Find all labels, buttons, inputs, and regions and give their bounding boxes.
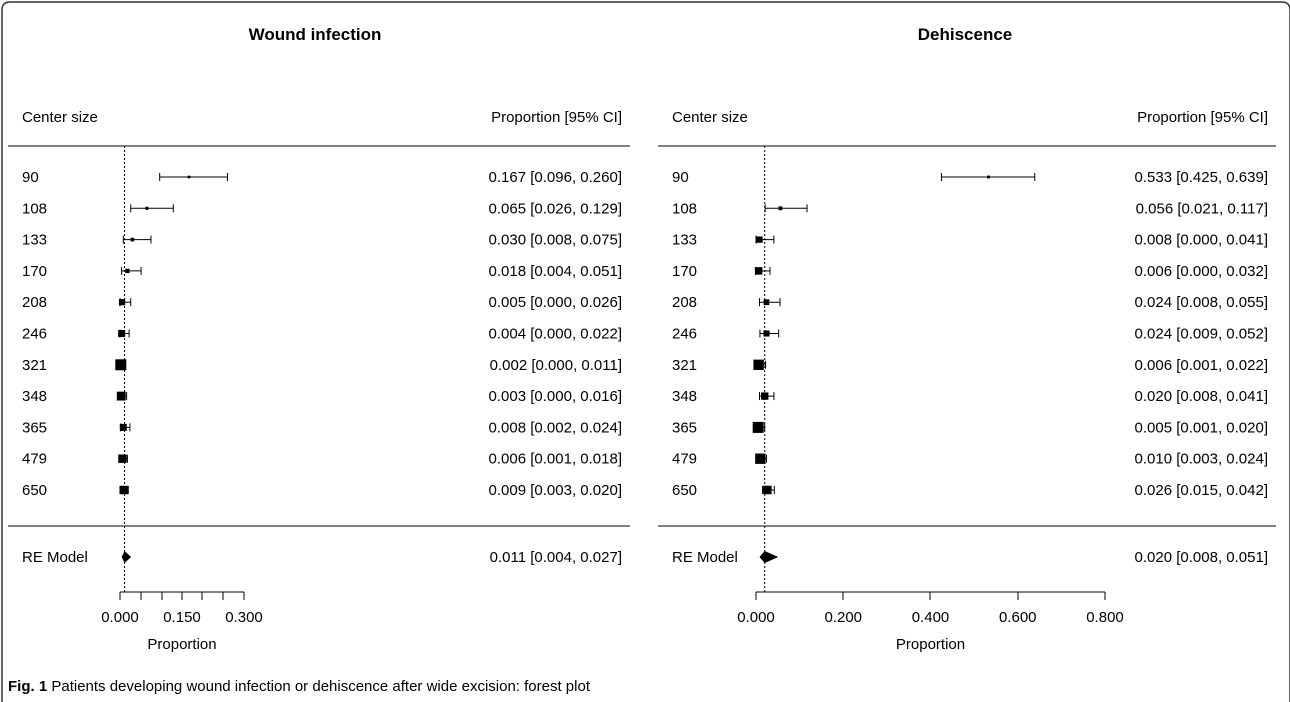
center-size-label: 208 <box>672 294 697 311</box>
x-tick-label: 0.000 <box>101 609 139 626</box>
center-size-label: 365 <box>672 419 697 436</box>
figure-caption-text: Patients developing wound infection or d… <box>51 678 590 695</box>
x-tick-label: 0.150 <box>163 609 201 626</box>
proportion-ci-text: 0.008 [0.002, 0.024] <box>489 419 622 436</box>
column-header-left: Center size <box>22 109 98 126</box>
summary-diamond <box>121 551 132 563</box>
summary-label: RE Model <box>22 549 88 566</box>
center-size-label: 170 <box>672 263 697 280</box>
column-header-right: Proportion [95% CI] <box>491 109 622 126</box>
x-axis-label: Proportion <box>896 636 965 653</box>
center-size-label: 650 <box>672 482 697 499</box>
point-estimate <box>118 330 126 337</box>
x-tick-label: 0.000 <box>737 609 775 626</box>
proportion-ci-text: 0.020 [0.008, 0.041] <box>1135 388 1268 405</box>
point-estimate <box>756 236 763 243</box>
proportion-ci-text: 0.009 [0.003, 0.020] <box>489 482 622 499</box>
point-estimate <box>763 485 772 495</box>
point-estimate <box>119 485 128 495</box>
point-estimate <box>115 359 127 371</box>
point-estimate <box>118 299 126 306</box>
proportion-ci-text: 0.008 [0.000, 0.041] <box>1135 232 1268 249</box>
proportion-ci-text: 0.010 [0.003, 0.024] <box>1135 451 1268 468</box>
point-estimate <box>125 268 130 274</box>
panel-title: Wound infection <box>249 25 382 44</box>
figure-caption: Fig. 1 Patients developing wound infecti… <box>8 678 590 695</box>
proportion-ci-text: 0.024 [0.009, 0.052] <box>1135 326 1268 343</box>
x-tick-label: 0.400 <box>912 609 950 626</box>
proportion-ci-text: 0.056 [0.021, 0.117] <box>1136 200 1268 217</box>
proportion-ci-text: 0.003 [0.000, 0.016] <box>489 388 622 405</box>
point-estimate <box>987 175 990 179</box>
proportion-ci-text: 0.006 [0.001, 0.022] <box>1135 357 1268 374</box>
center-size-label: 365 <box>22 419 47 436</box>
center-size-label: 246 <box>672 326 697 343</box>
column-header-left: Center size <box>672 109 748 126</box>
center-size-label: 90 <box>22 169 39 186</box>
center-size-label: 133 <box>22 232 47 249</box>
proportion-ci-text: 0.026 [0.015, 0.042] <box>1135 482 1268 499</box>
center-size-label: 321 <box>672 357 697 374</box>
point-estimate <box>763 330 770 337</box>
summary-diamond <box>759 551 779 563</box>
center-size-label: 479 <box>672 451 697 468</box>
column-header-right: Proportion [95% CI] <box>1137 109 1268 126</box>
center-size-label: 133 <box>672 232 697 249</box>
point-estimate <box>130 237 135 242</box>
point-estimate <box>187 175 191 179</box>
dehiscence-panel: Dehiscence Center size Proportion [95% CI]… <box>658 25 1276 653</box>
point-estimate <box>753 359 764 370</box>
center-size-label: 90 <box>672 169 689 186</box>
center-size-label: 108 <box>672 200 697 217</box>
point-estimate <box>118 454 127 463</box>
proportion-ci-text: 0.030 [0.008, 0.075] <box>489 232 622 249</box>
x-tick-label: 0.300 <box>225 609 263 626</box>
panel-title: Dehiscence <box>918 25 1013 44</box>
summary-ci-text: 0.011 [0.004, 0.027] <box>490 549 622 566</box>
point-estimate <box>754 267 763 275</box>
center-size-label: 348 <box>22 388 47 405</box>
proportion-ci-text: 0.005 [0.001, 0.020] <box>1135 419 1268 436</box>
figure-caption-label: Fig. 1 <box>8 678 48 695</box>
proportion-ci-text: 0.533 [0.425, 0.639] <box>1135 169 1268 186</box>
point-estimate <box>755 453 766 464</box>
point-estimate <box>761 392 769 400</box>
x-tick-label: 0.800 <box>1086 609 1124 626</box>
center-size-label: 108 <box>22 200 47 217</box>
proportion-ci-text: 0.024 [0.008, 0.055] <box>1135 294 1268 311</box>
proportion-ci-text: 0.006 [0.001, 0.018] <box>489 451 622 468</box>
proportion-ci-text: 0.018 [0.004, 0.051] <box>489 263 622 280</box>
proportion-ci-text: 0.004 [0.000, 0.022] <box>489 326 622 343</box>
wound-infection-panel: Wound infection Center size Proportion [95… <box>8 25 630 653</box>
point-estimate <box>145 206 149 210</box>
proportion-ci-text: 0.065 [0.026, 0.129] <box>489 200 622 217</box>
point-estimate <box>778 206 783 211</box>
proportion-ci-text: 0.006 [0.000, 0.032] <box>1135 263 1268 280</box>
x-tick-label: 0.600 <box>999 609 1037 626</box>
proportion-ci-text: 0.002 [0.000, 0.011] <box>490 357 622 374</box>
summary-label: RE Model <box>672 549 738 566</box>
center-size-label: 170 <box>22 263 47 280</box>
center-size-label: 348 <box>672 388 697 405</box>
point-estimate <box>119 423 127 431</box>
point-estimate <box>763 299 770 306</box>
center-size-label: 246 <box>22 326 47 343</box>
summary-ci-text: 0.020 [0.008, 0.051] <box>1135 549 1268 566</box>
proportion-ci-text: 0.005 [0.000, 0.026] <box>489 294 622 311</box>
point-estimate <box>752 421 764 433</box>
center-size-label: 479 <box>22 451 47 468</box>
proportion-ci-text: 0.167 [0.096, 0.260] <box>489 169 622 186</box>
x-axis-label: Proportion <box>147 636 216 653</box>
center-size-label: 321 <box>22 357 47 374</box>
center-size-label: 650 <box>22 482 47 499</box>
x-tick-label: 0.200 <box>824 609 862 626</box>
point-estimate <box>116 391 126 401</box>
center-size-label: 208 <box>22 294 47 311</box>
